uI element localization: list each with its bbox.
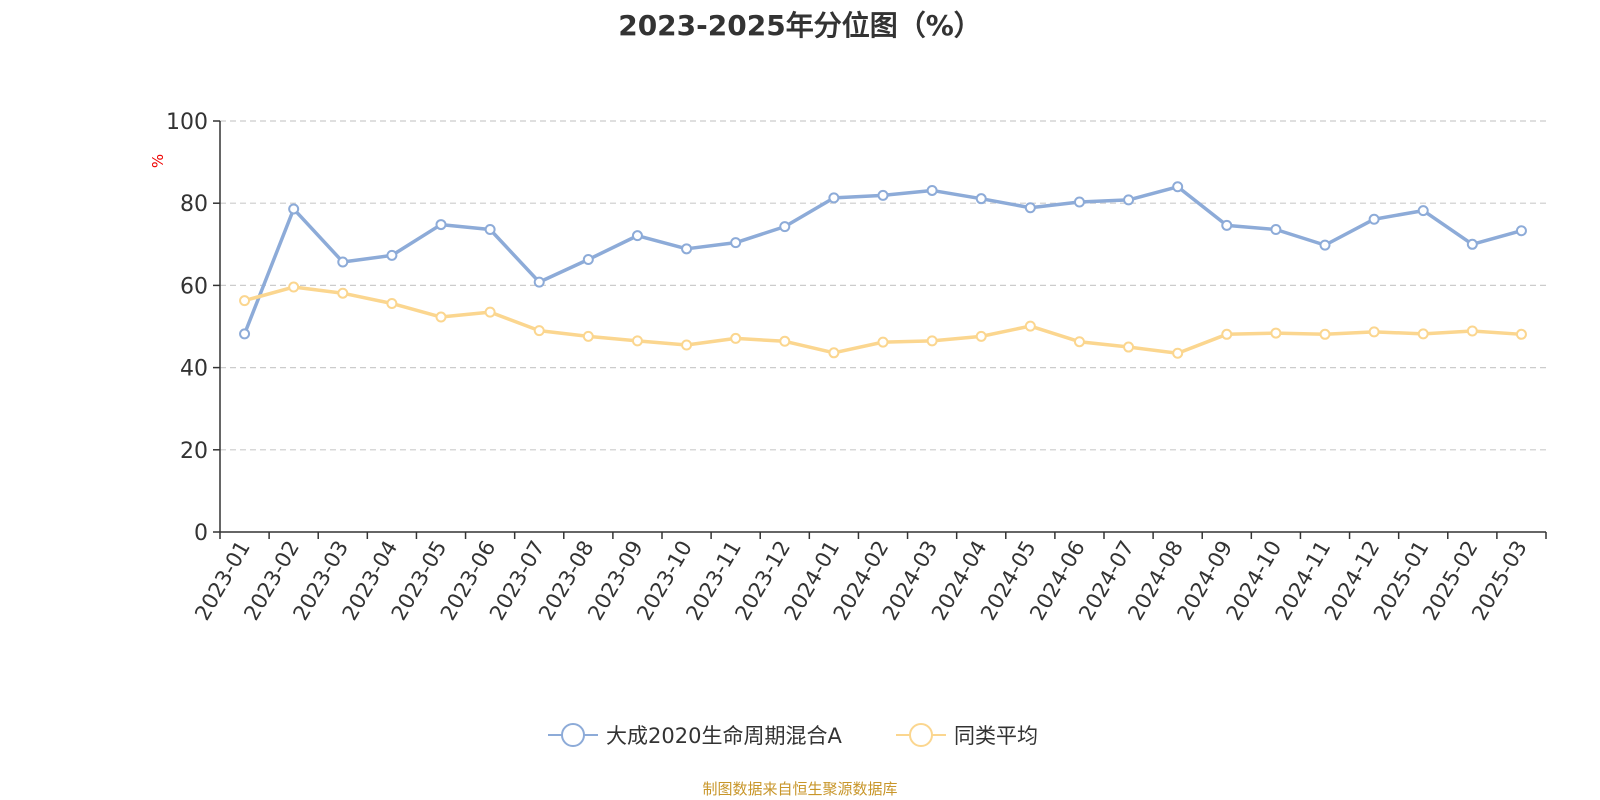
y-tick-label: 100 [166, 110, 208, 135]
series-1 [239, 181, 1527, 340]
data-point [730, 237, 742, 249]
data-point [239, 295, 251, 307]
data-point [730, 332, 742, 344]
data-point [877, 336, 889, 348]
data-point [337, 287, 349, 299]
data-point [828, 347, 840, 359]
y-tick-label: 40 [180, 357, 208, 382]
data-point [1515, 328, 1527, 340]
data-point [828, 192, 840, 204]
data-point [1024, 320, 1036, 332]
data-point [1270, 224, 1282, 236]
data-point [386, 297, 398, 309]
data-point [681, 339, 693, 351]
legend-marker-icon [896, 720, 946, 750]
data-point [975, 330, 987, 342]
data-point [779, 221, 791, 233]
data-point [1123, 194, 1135, 206]
y-tick-label: 0 [194, 521, 208, 546]
data-point [1319, 239, 1331, 251]
data-point [484, 306, 496, 318]
data-point [582, 254, 594, 266]
data-point [1319, 328, 1331, 340]
data-point [1221, 328, 1233, 340]
grid-lines [220, 120, 1546, 451]
data-point [435, 219, 447, 231]
data-point [1221, 219, 1233, 231]
data-point [288, 203, 300, 215]
series-line [242, 185, 1522, 335]
legend-item-series-2[interactable]: 同类平均 [896, 720, 1038, 750]
data-point [582, 330, 594, 342]
data-point [1417, 328, 1429, 340]
series-2 [239, 281, 1527, 359]
data-point [1368, 326, 1380, 338]
data-point [1368, 213, 1380, 225]
data-point [337, 256, 349, 268]
data-point [1466, 238, 1478, 250]
data-point [1123, 341, 1135, 353]
data-point [975, 193, 987, 205]
data-point [533, 276, 545, 288]
legend-item-series-1[interactable]: 大成2020生命周期混合A [548, 720, 842, 750]
data-point [1073, 196, 1085, 208]
data-point [1172, 181, 1184, 193]
y-axis-label: % [149, 154, 167, 168]
data-point [877, 189, 889, 201]
legend-label: 同类平均 [954, 724, 1038, 748]
data-point [435, 311, 447, 323]
legend-label: 大成2020生命周期混合A [606, 724, 842, 748]
data-source-note: 制图数据来自恒生聚源数据库 [702, 780, 898, 798]
data-point [1515, 225, 1527, 237]
data-point [484, 224, 496, 236]
y-tick-label: 20 [180, 439, 208, 464]
data-point [926, 184, 938, 196]
y-tick-label: 80 [180, 192, 208, 217]
data-point [1073, 336, 1085, 348]
data-point [1270, 327, 1282, 339]
data-point [1466, 325, 1478, 337]
data-point [681, 243, 693, 255]
data-point [779, 335, 791, 347]
y-tick-label: 60 [180, 274, 208, 299]
data-point [1024, 202, 1036, 214]
axes: 020406080100%2023-012023-022023-032023-0… [149, 110, 1547, 624]
data-point [926, 335, 938, 347]
data-point [288, 281, 300, 293]
data-point [631, 230, 643, 242]
legend-marker-icon [548, 720, 598, 750]
data-point [1417, 205, 1429, 217]
data-point [386, 249, 398, 261]
data-point [1172, 347, 1184, 359]
chart-title: 2023-2025年分位图（%） [618, 9, 982, 42]
data-point [533, 325, 545, 337]
data-point [239, 328, 251, 340]
data-point [631, 335, 643, 347]
series-layer [239, 181, 1527, 359]
